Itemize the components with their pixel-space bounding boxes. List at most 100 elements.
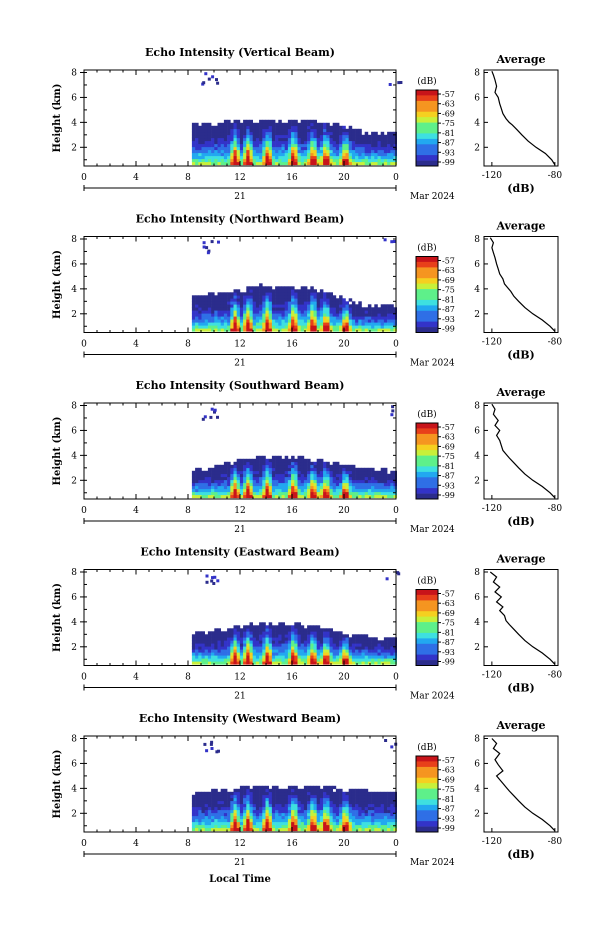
echo-cell: [259, 637, 263, 641]
echo-cell: [255, 797, 260, 802]
echo-cell: [310, 289, 314, 293]
echo-cell: [207, 304, 212, 308]
colorbar-swatch: [416, 294, 438, 301]
echo-cell: [326, 319, 330, 323]
echo-cell: [307, 158, 311, 163]
echo-cell: [303, 637, 308, 641]
echo-cell: [303, 122, 308, 127]
echo-cell: [262, 155, 266, 160]
echo-cell: [239, 146, 244, 151]
echo-cell: [390, 322, 394, 326]
echo-cell: [313, 788, 317, 793]
echo-cell: [211, 479, 215, 484]
echo-cell: [383, 809, 388, 814]
echo-cell: [310, 476, 314, 481]
echo-cell: [255, 143, 260, 148]
echo-cell: [243, 140, 247, 145]
echo-cell: [214, 631, 218, 635]
echo-cell: [316, 806, 321, 811]
echo-cell: [291, 482, 295, 487]
echo-cell: [278, 803, 282, 808]
colorbar-frame: [415, 89, 439, 167]
echo-cell: [319, 643, 324, 647]
echo-cell: [278, 461, 282, 466]
echo-cell: [271, 652, 276, 656]
echo-cell: [214, 298, 218, 302]
echo-cell: [262, 824, 266, 829]
echo-cell: [316, 137, 321, 142]
echo-cell: [390, 316, 394, 320]
echo-cell: [249, 803, 253, 808]
echo-cell: [393, 155, 397, 160]
echo-cell: [380, 494, 385, 499]
echo-cell: [319, 806, 324, 811]
echo-cell: [323, 815, 327, 820]
echo-cell: [249, 634, 253, 638]
colorbar-swatch: [416, 267, 438, 274]
echo-cell: [252, 797, 257, 802]
date-month-year-label: Mar 2024: [410, 858, 455, 868]
echo-cell: [377, 310, 381, 314]
echo-cell: [243, 488, 247, 493]
echo-cell: [323, 491, 327, 496]
echo-cell: [227, 658, 231, 662]
echo-cell: [348, 140, 353, 145]
echo-cell: [361, 643, 365, 647]
echo-cell: [243, 464, 247, 469]
echo-cell: [265, 491, 269, 496]
echo-cell: [390, 658, 394, 662]
echo-cell: [377, 652, 381, 656]
echo-speck: [202, 241, 206, 245]
echo-cell: [300, 821, 305, 826]
echo-cell: [383, 791, 388, 796]
echo-cell: [335, 658, 340, 662]
echo-cell: [287, 640, 292, 644]
echo-cell: [332, 800, 337, 805]
echo-cell: [223, 301, 228, 305]
echo-cell: [281, 476, 285, 481]
echo-cell: [198, 791, 202, 796]
echo-cell: [255, 146, 260, 151]
echo-cell: [307, 461, 311, 466]
echo-cell: [339, 161, 343, 166]
x-tick-label: 0: [81, 839, 87, 849]
echo-cell: [255, 652, 260, 656]
echo-cell: [262, 785, 266, 790]
echo-cell: [198, 137, 202, 142]
echo-cell: [316, 809, 321, 814]
echo-cell: [275, 643, 279, 647]
echo-cell: [287, 161, 292, 166]
echo-cell: [281, 485, 285, 490]
echo-cell: [291, 631, 295, 635]
echo-cell: [319, 146, 324, 151]
echo-cell: [316, 791, 321, 796]
echo-cell: [217, 319, 221, 323]
echo-cell: [294, 316, 298, 320]
colorbar-swatch: [416, 643, 438, 650]
echo-cell: [246, 821, 250, 826]
echo-cell: [319, 458, 324, 463]
echo-cell: [278, 473, 282, 478]
echo-cell: [287, 146, 292, 151]
echo-cell: [233, 476, 237, 481]
echo-cell: [271, 158, 276, 163]
echo-cell: [342, 131, 346, 136]
echo-cell: [271, 476, 276, 481]
echo-cell: [268, 818, 273, 823]
echo-cell: [319, 485, 324, 490]
echo-cell: [291, 649, 295, 653]
echo-cell: [268, 122, 273, 127]
echo-cell: [227, 809, 231, 814]
echo-cell: [358, 482, 362, 487]
echo-cell: [217, 473, 221, 478]
date-month-year-label: Mar 2024: [410, 692, 455, 702]
echo-cell: [390, 131, 394, 136]
echo-cell: [252, 298, 257, 302]
echo-cell: [297, 304, 301, 308]
echo-cell: [380, 791, 385, 796]
echo-cell: [339, 155, 343, 160]
echo-cell: [291, 155, 295, 160]
echo-cell: [294, 319, 298, 323]
echo-cell: [204, 658, 209, 662]
echo-cell: [191, 152, 196, 157]
